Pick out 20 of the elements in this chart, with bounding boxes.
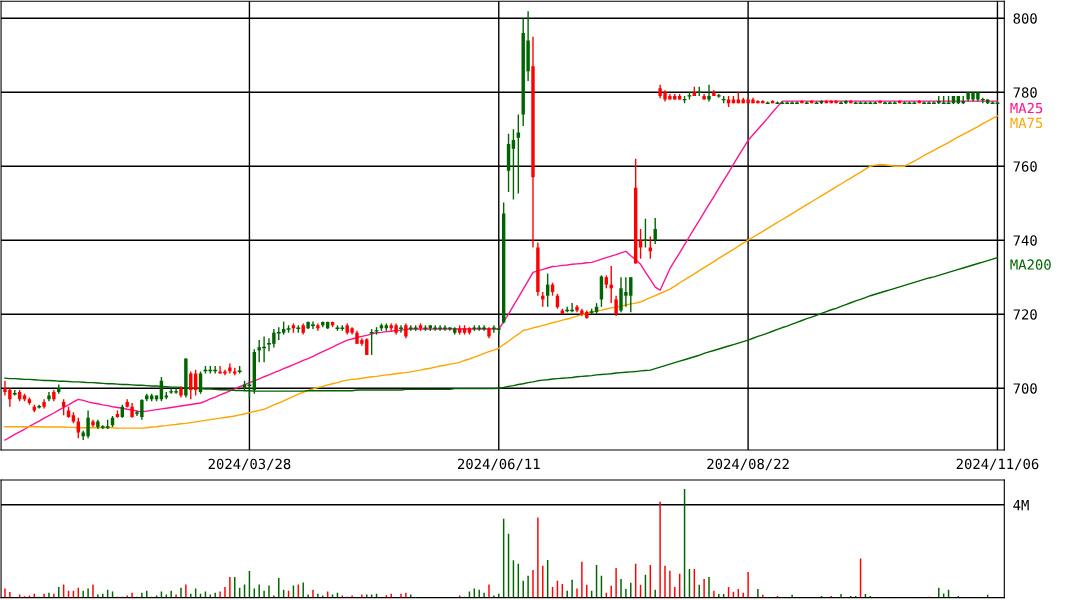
- x-tick-label: 2024/03/28: [208, 458, 291, 471]
- x-tick-label: 2024/11/06: [956, 458, 1039, 471]
- y-tick-label: 720: [1013, 309, 1037, 320]
- candlestick: [316, 322, 320, 332]
- x-tick-label: 2024/08/22: [707, 458, 789, 471]
- candlestick: [614, 295, 618, 317]
- y-tick-label: 4M: [1013, 500, 1029, 511]
- x-tick-label: 2024/06/11: [457, 458, 540, 471]
- y-tick-label: 780: [1013, 87, 1037, 98]
- series-label: MA200: [1010, 259, 1051, 270]
- series-label: MA75: [1010, 117, 1043, 129]
- y-tick-label: 740: [1013, 235, 1037, 246]
- y-tick-label: 800: [1013, 13, 1037, 24]
- candlestick: [511, 128, 516, 201]
- y-tick-label: 700: [1013, 383, 1037, 394]
- series-label: MA25: [1010, 102, 1043, 114]
- y-tick-label: 760: [1013, 161, 1037, 172]
- candlestick: [638, 228, 643, 260]
- candlestick: [47, 391, 51, 402]
- candlestick: [707, 84, 711, 103]
